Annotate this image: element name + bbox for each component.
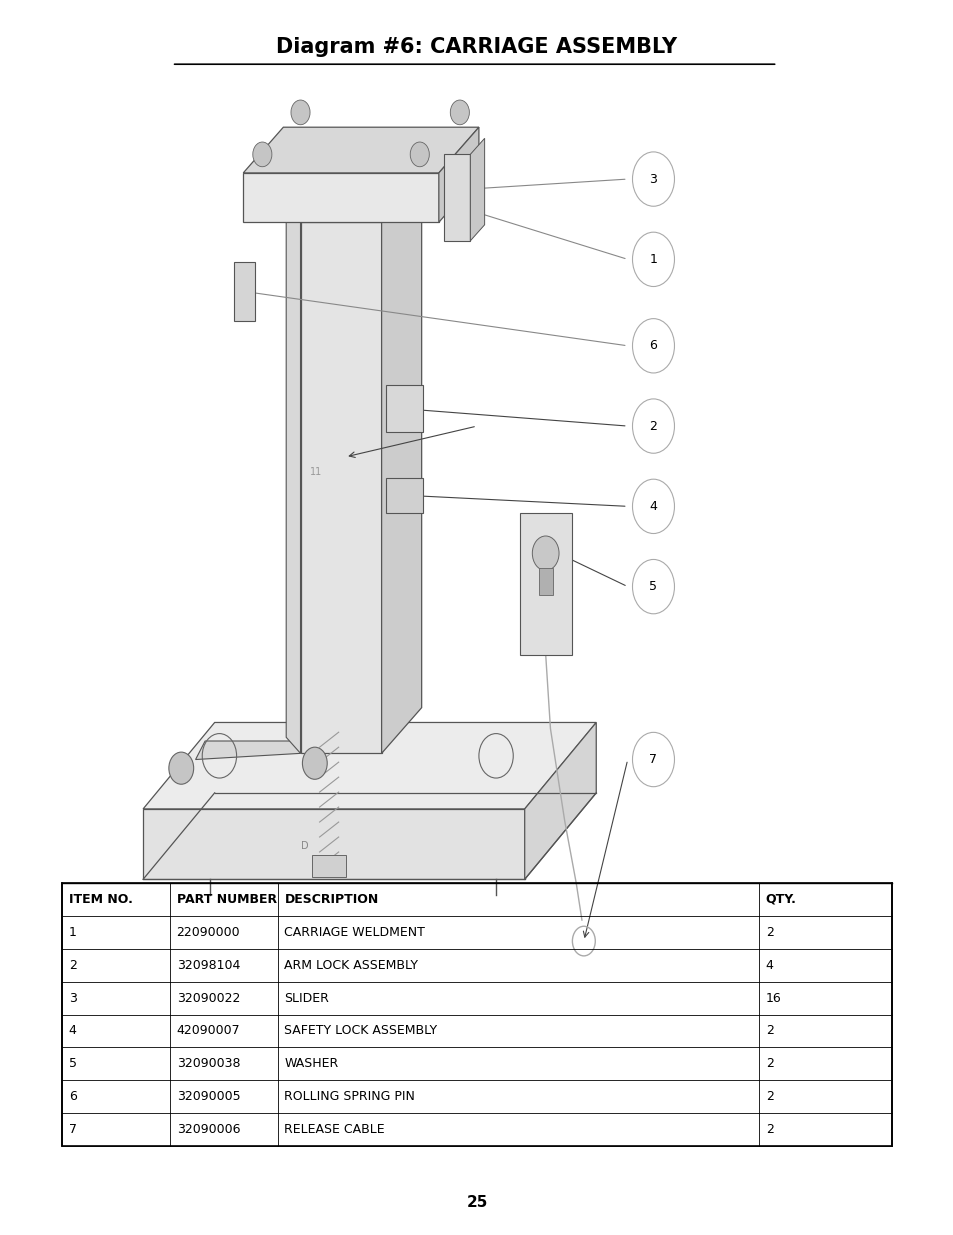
Text: 4: 4 [649, 500, 657, 513]
Text: WASHER: WASHER [284, 1057, 338, 1071]
Text: 32090022: 32090022 [176, 992, 240, 1004]
Circle shape [632, 319, 674, 373]
Text: 6: 6 [649, 340, 657, 352]
Text: 16: 16 [765, 992, 781, 1004]
Text: 2: 2 [765, 1123, 773, 1136]
Text: ARM LOCK ASSEMBLY: ARM LOCK ASSEMBLY [284, 958, 418, 972]
Text: 22090000: 22090000 [176, 926, 240, 939]
Text: 5: 5 [69, 1057, 76, 1071]
Text: CARRIAGE WELDMENT: CARRIAGE WELDMENT [284, 926, 425, 939]
Bar [386, 478, 422, 513]
Circle shape [632, 399, 674, 453]
Text: 32090038: 32090038 [176, 1057, 240, 1071]
Circle shape [632, 479, 674, 534]
Text: 32098104: 32098104 [176, 958, 240, 972]
Text: 6: 6 [69, 1091, 76, 1103]
Bar [538, 568, 553, 595]
Circle shape [632, 152, 674, 206]
Text: 3: 3 [69, 992, 76, 1004]
Polygon shape [438, 127, 478, 222]
Circle shape [302, 747, 327, 779]
Circle shape [253, 142, 272, 167]
Text: 11: 11 [310, 468, 322, 478]
Polygon shape [381, 177, 421, 753]
Text: 25: 25 [466, 1195, 487, 1210]
Bar [62, 883, 891, 1146]
Bar [386, 385, 422, 432]
Text: QTY.: QTY. [765, 893, 796, 906]
Text: SLIDER: SLIDER [284, 992, 329, 1004]
Text: DESCRIPTION: DESCRIPTION [284, 893, 378, 906]
Polygon shape [243, 127, 478, 173]
Polygon shape [300, 222, 381, 753]
Circle shape [410, 142, 429, 167]
Text: PART NUMBER: PART NUMBER [176, 893, 276, 906]
Text: ITEM NO.: ITEM NO. [69, 893, 132, 906]
Circle shape [532, 536, 558, 571]
Text: 1: 1 [69, 926, 76, 939]
Circle shape [632, 232, 674, 287]
Polygon shape [524, 722, 596, 879]
Bar [233, 262, 254, 321]
Text: 2: 2 [649, 420, 657, 432]
Text: 32090006: 32090006 [176, 1123, 240, 1136]
Bar [519, 513, 572, 655]
Circle shape [632, 732, 674, 787]
Text: 5: 5 [649, 580, 657, 593]
Polygon shape [143, 722, 596, 809]
Polygon shape [195, 741, 300, 760]
Text: 2: 2 [69, 958, 76, 972]
Polygon shape [286, 206, 300, 753]
Text: 2: 2 [765, 1091, 773, 1103]
Text: 7: 7 [69, 1123, 76, 1136]
Text: 2: 2 [765, 926, 773, 939]
Circle shape [291, 100, 310, 125]
Circle shape [169, 752, 193, 784]
Text: 2: 2 [765, 1057, 773, 1071]
Circle shape [632, 559, 674, 614]
Text: SAFETY LOCK ASSEMBLY: SAFETY LOCK ASSEMBLY [284, 1025, 437, 1037]
Text: RELEASE CABLE: RELEASE CABLE [284, 1123, 385, 1136]
Text: 4: 4 [765, 958, 773, 972]
Polygon shape [470, 138, 484, 241]
Text: 1: 1 [649, 253, 657, 266]
Text: 7: 7 [649, 753, 657, 766]
Text: ROLLING SPRING PIN: ROLLING SPRING PIN [284, 1091, 415, 1103]
Text: 2: 2 [765, 1025, 773, 1037]
Text: 3: 3 [649, 173, 657, 185]
Text: D: D [301, 841, 309, 851]
Circle shape [450, 100, 469, 125]
Polygon shape [143, 809, 524, 879]
Text: 4: 4 [69, 1025, 76, 1037]
Text: Diagram #6: CARRIAGE ASSEMBLY: Diagram #6: CARRIAGE ASSEMBLY [276, 37, 677, 57]
Bar [312, 855, 346, 877]
Bar [443, 154, 470, 241]
Polygon shape [243, 173, 438, 222]
Text: 32090005: 32090005 [176, 1091, 240, 1103]
Text: 42090007: 42090007 [176, 1025, 240, 1037]
